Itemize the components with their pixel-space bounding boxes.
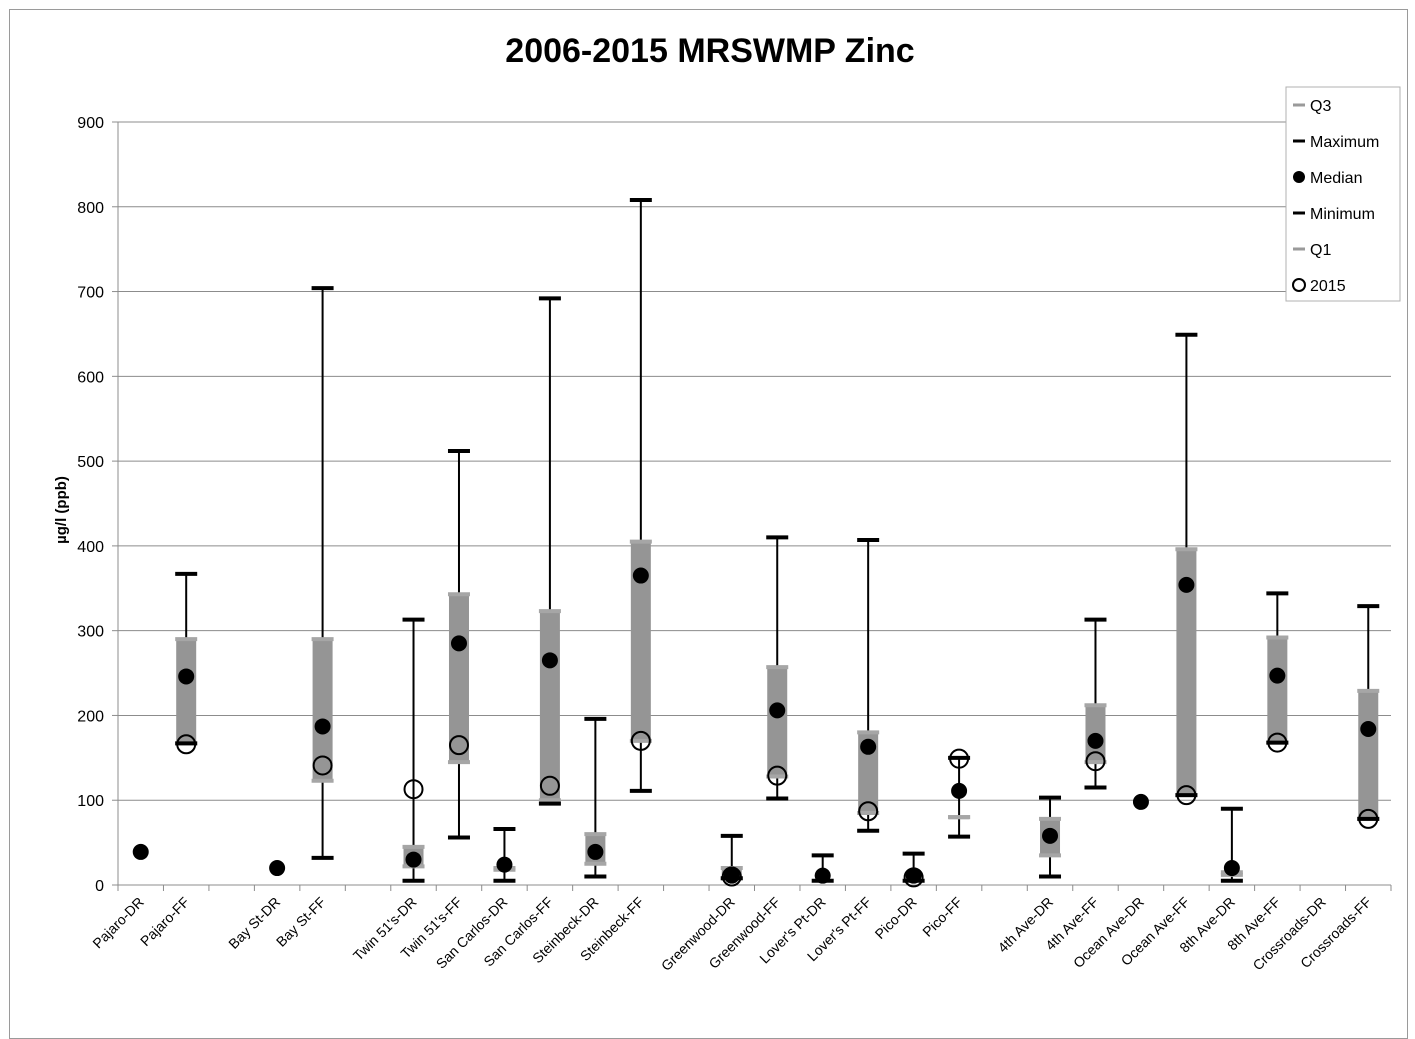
- box-1: [175, 574, 197, 753]
- box-8: [493, 829, 515, 881]
- median-point-27: [1360, 721, 1376, 737]
- median-point-20: [1042, 828, 1058, 844]
- median-point-23: [1178, 577, 1194, 593]
- median-point-7: [451, 635, 467, 651]
- median-point-25: [1269, 668, 1285, 684]
- iqr-box-1: [176, 639, 196, 743]
- chart-title: 2006-2015 MRSWMP Zinc: [505, 32, 914, 70]
- median-point-1: [178, 668, 194, 684]
- box-7: [448, 451, 470, 838]
- box-3: [269, 860, 285, 876]
- y-tick-label-500: 500: [77, 454, 104, 471]
- median-point-22: [1133, 794, 1149, 810]
- x-tick-label-1: Pajaro-FF: [137, 894, 192, 949]
- legend-label-median: Median: [1310, 170, 1362, 187]
- box-22: [1133, 794, 1149, 810]
- median-point-6: [406, 852, 422, 868]
- box-0: [133, 844, 149, 860]
- box-25: [1266, 593, 1288, 751]
- median-point-16: [860, 739, 876, 755]
- median-point-14: [769, 702, 785, 718]
- legend-label-max: Maximum: [1310, 134, 1379, 151]
- box-10: [584, 719, 606, 877]
- box-20: [1039, 798, 1061, 877]
- box-18: [948, 750, 970, 837]
- box-9: [539, 298, 561, 803]
- median-point-8: [496, 857, 512, 873]
- median-point-0: [133, 844, 149, 860]
- median-point-10: [587, 844, 603, 860]
- y-tick-label-300: 300: [77, 624, 104, 641]
- box-21: [1084, 620, 1106, 788]
- box-27: [1357, 606, 1379, 828]
- median-point-11: [633, 568, 649, 584]
- box-13: [721, 836, 743, 886]
- median-point-9: [542, 652, 558, 668]
- box-11: [630, 200, 652, 791]
- x-tick-label-18: Pico-FF: [919, 894, 965, 940]
- median-point-4: [315, 718, 331, 734]
- x-tick-label-3: Bay St-DR: [225, 894, 283, 952]
- chart-svg: 2006-2015 MRSWMP Zinc µg/l (ppb) 0 100 200…: [10, 10, 1409, 1030]
- y-tick-label-400: 400: [77, 539, 104, 556]
- y-tick-label-900: 900: [77, 115, 104, 132]
- iqr-box-9: [540, 611, 560, 800]
- median-point-15: [815, 868, 831, 884]
- legend-box: [1286, 87, 1400, 301]
- y-tick-label-800: 800: [77, 200, 104, 217]
- iqr-box-25: [1267, 637, 1287, 742]
- box-15: [812, 855, 834, 883]
- box-6: [403, 620, 425, 881]
- iqr-box-14: [767, 667, 787, 776]
- x-tick-label-0: Pajaro-DR: [89, 894, 147, 952]
- y-tick-label-200: 200: [77, 708, 104, 725]
- y-tick-label-100: 100: [77, 793, 104, 810]
- y-axis-label: µg/l (ppb): [53, 476, 70, 544]
- y-tick-label-600: 600: [77, 369, 104, 386]
- legend-label-y2015: 2015: [1310, 278, 1346, 295]
- median-point-18: [951, 783, 967, 799]
- box-4: [312, 288, 334, 858]
- y-tick-label-0: 0: [95, 878, 104, 895]
- y-tick-label-700: 700: [77, 285, 104, 302]
- box-17: [903, 854, 925, 887]
- x-tick-label-17: Pico-DR: [872, 894, 920, 942]
- x-tick-label-4: Bay St-FF: [273, 894, 329, 950]
- iqr-box-27: [1358, 691, 1378, 819]
- legend-marker-median: [1293, 171, 1305, 183]
- median-point-21: [1087, 733, 1103, 749]
- box-16: [857, 540, 879, 831]
- legend-label-min: Minimum: [1310, 206, 1375, 223]
- legend: Q3 Maximum Median Minimum Q1 2015: [1286, 87, 1400, 301]
- box-14: [766, 537, 788, 798]
- boxes: [133, 200, 1380, 886]
- box-24: [1221, 809, 1243, 881]
- box-23: [1175, 335, 1197, 804]
- axes: [118, 122, 1391, 891]
- chart-frame: 2006-2015 MRSWMP Zinc µg/l (ppb) 0 100 200…: [9, 9, 1408, 1039]
- legend-label-q1: Q1: [1310, 242, 1331, 259]
- median-point-3: [269, 860, 285, 876]
- median-point-24: [1224, 860, 1240, 876]
- legend-label-q3: Q3: [1310, 98, 1331, 115]
